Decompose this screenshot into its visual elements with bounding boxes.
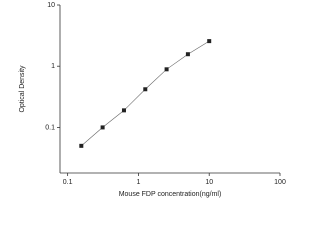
data-point [100, 125, 105, 130]
chart: Mouse FDP concentration(ng/ml) Optical D… [19, 2, 286, 198]
x-tick-label: 10 [205, 179, 213, 186]
y-tick-label: 0.1 [45, 124, 55, 131]
x-tick-label: 1 [136, 179, 140, 186]
data-point [79, 143, 84, 148]
data-point [143, 87, 148, 92]
data-point [121, 108, 126, 113]
x-tick-label: 0.1 [63, 179, 73, 186]
fit-line [81, 40, 210, 147]
y-axis-label: Optical Density [19, 65, 26, 113]
y-tick-label: 1 [51, 63, 55, 70]
y-tick-label: 10 [47, 2, 55, 9]
data-point [207, 39, 212, 44]
data-point [185, 52, 190, 57]
x-tick-label: 100 [274, 179, 286, 186]
data-point [164, 67, 169, 72]
x-axis-label: Mouse FDP concentration(ng/ml) [119, 191, 222, 198]
